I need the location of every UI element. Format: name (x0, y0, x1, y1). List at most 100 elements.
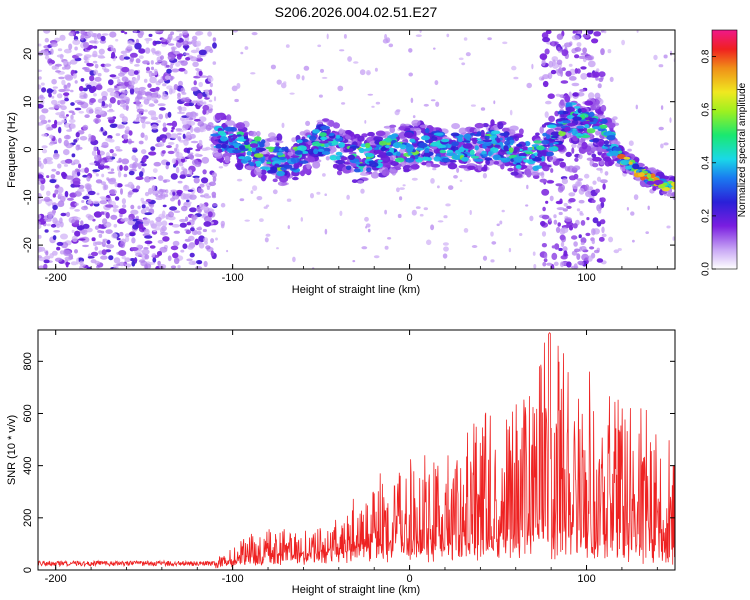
colorbar-tick-label-1: 0.2 (701, 209, 712, 223)
spectrogram-blob-3343 (567, 122, 576, 127)
spectrogram-blob-3382 (384, 145, 390, 149)
spectrogram-blob-2347 (255, 130, 261, 137)
spectrogram-blob-1742 (544, 111, 549, 118)
spectrogram-blob-1476 (326, 33, 329, 40)
spectrogram-blob-999 (169, 64, 173, 70)
spectrogram-blob-552 (178, 80, 183, 87)
spectrogram-blob-785 (52, 235, 57, 241)
spectrogram-blob-1098 (203, 221, 212, 227)
spectrogram-blob-3183 (266, 161, 272, 165)
spectrogram-blob-1064 (47, 203, 51, 207)
spectrogram-blob-1604 (547, 93, 555, 99)
spectrogram-blob-560 (65, 175, 74, 180)
spectrogram-blob-1296 (197, 161, 202, 166)
spectrogram-blob-1752 (578, 55, 586, 60)
spectrogram-blob-915 (157, 79, 164, 84)
spectrogram-blob-772 (48, 62, 53, 66)
spectrogram-blob-1235 (115, 38, 119, 42)
spectrogram-blob-564 (175, 30, 183, 33)
spectrogram-blob-3325 (358, 147, 365, 154)
spectrogram-blob-1104 (179, 174, 186, 179)
spectrogram-blob-3107 (588, 111, 595, 117)
spectrogram-blob-3226 (283, 164, 293, 169)
snr-series-line (38, 332, 675, 569)
spectrogram-blob-3445 (646, 180, 655, 185)
spectrogram-blob-996 (97, 72, 102, 77)
spectrogram-blob-3431 (433, 156, 441, 162)
spectrogram-blob-2652 (581, 141, 588, 150)
spectrogram-blob-172 (51, 78, 57, 85)
spectrogram-blob-3125 (255, 163, 261, 167)
spectrogram-blob-302 (38, 246, 43, 253)
spectrogram-blob-2643 (652, 186, 657, 191)
spectrogram-blob-1258 (207, 211, 213, 218)
spectrogram-blob-540 (93, 69, 99, 76)
spectrogram-blob-1708 (571, 147, 575, 154)
spectrogram-blob-271 (118, 208, 127, 215)
spectrogram-blob-957 (127, 181, 134, 188)
spectrogram-blob-3032 (548, 146, 559, 152)
spectrogram-blob-1863 (598, 236, 605, 242)
spectrogram-blob-1804 (542, 261, 547, 267)
spectrogram-blob-3351 (238, 145, 246, 150)
spectrogram-blob-1070 (49, 134, 54, 139)
spectrogram-blob-1293 (154, 50, 162, 56)
spectrogram-blob-2701 (600, 104, 607, 112)
spectrogram-blob-1196 (51, 65, 57, 70)
spectrogram-blob-1076 (63, 249, 72, 257)
spectrogram-blob-723 (123, 56, 130, 60)
spectrogram-blob-43 (101, 91, 108, 98)
spectrogram-blob-1198 (119, 94, 127, 101)
spectrogram-blob-1693 (589, 246, 595, 250)
spectrogram-blob-3442 (424, 147, 430, 154)
spectrogram-ytick-label-3: 10 (22, 96, 34, 108)
spectrogram-blob-1256 (148, 187, 153, 195)
spectrogram-blob-986 (111, 153, 117, 157)
spectrogram-blob-1429 (465, 52, 471, 57)
spectrogram-blob-459 (51, 168, 57, 172)
spectrogram-blob-1023 (91, 237, 96, 242)
spectrogram-blob-934 (75, 31, 80, 34)
spectrogram-blob-3240 (320, 125, 330, 130)
spectrogram-blob-973 (89, 162, 96, 166)
spectrogram-blob-700 (119, 241, 126, 249)
spectrogram-blob-3196 (424, 127, 430, 134)
spectrogram-blob-153 (189, 252, 195, 258)
spectrogram-blob-1038 (168, 211, 174, 218)
spectrogram-blob-648 (95, 84, 103, 91)
spectrogram-blob-1358 (366, 72, 371, 75)
spectrogram-blob-1093 (92, 200, 100, 205)
spectrogram-blob-2824 (550, 131, 561, 137)
spectrogram-blob-296 (150, 220, 155, 227)
spectrogram-blob-1357 (365, 223, 371, 228)
spectrogram-blob-1091 (128, 170, 135, 176)
spectrogram-blob-1770 (543, 258, 548, 263)
spectrogram-blob-1226 (173, 257, 180, 264)
spectrogram-blob-1869 (542, 80, 549, 88)
spectrogram-blob-3221 (503, 145, 509, 152)
spectrogram-blob-644 (101, 173, 105, 178)
spectrogram-blob-361 (118, 99, 127, 104)
spectrogram-blob-1373 (415, 206, 421, 209)
spectrogram-blob-1745 (563, 250, 568, 257)
spectrogram-blob-3466 (265, 146, 276, 150)
spectrogram-blob-1795 (585, 55, 593, 61)
spectrogram-blob-383 (73, 139, 78, 143)
spectrogram-blob-1419 (437, 220, 444, 223)
spectrogram-blob-2619 (410, 164, 420, 170)
spectrogram-blob-1192 (43, 263, 48, 269)
spectrogram-blob-1435 (658, 126, 664, 131)
spectrogram-blob-1232 (109, 149, 114, 154)
spectrogram-blob-1353 (448, 185, 454, 191)
spectrogram-blob-865 (56, 202, 65, 208)
spectrogram-blob-683 (144, 134, 148, 141)
spectrogram-blob-206 (172, 252, 179, 259)
spectrogram-blob-241 (177, 132, 182, 136)
spectrogram-blob-2049 (572, 92, 579, 97)
spectrogram-blob-1778 (568, 192, 576, 197)
colorbar-label: Normalized spectral amplitude (737, 82, 748, 217)
spectrogram-blob-805 (108, 255, 114, 261)
spectrogram-blob-1074 (91, 150, 97, 156)
spectrogram-blob-1423 (653, 54, 658, 61)
spectrogram-blob-3318 (472, 138, 477, 145)
